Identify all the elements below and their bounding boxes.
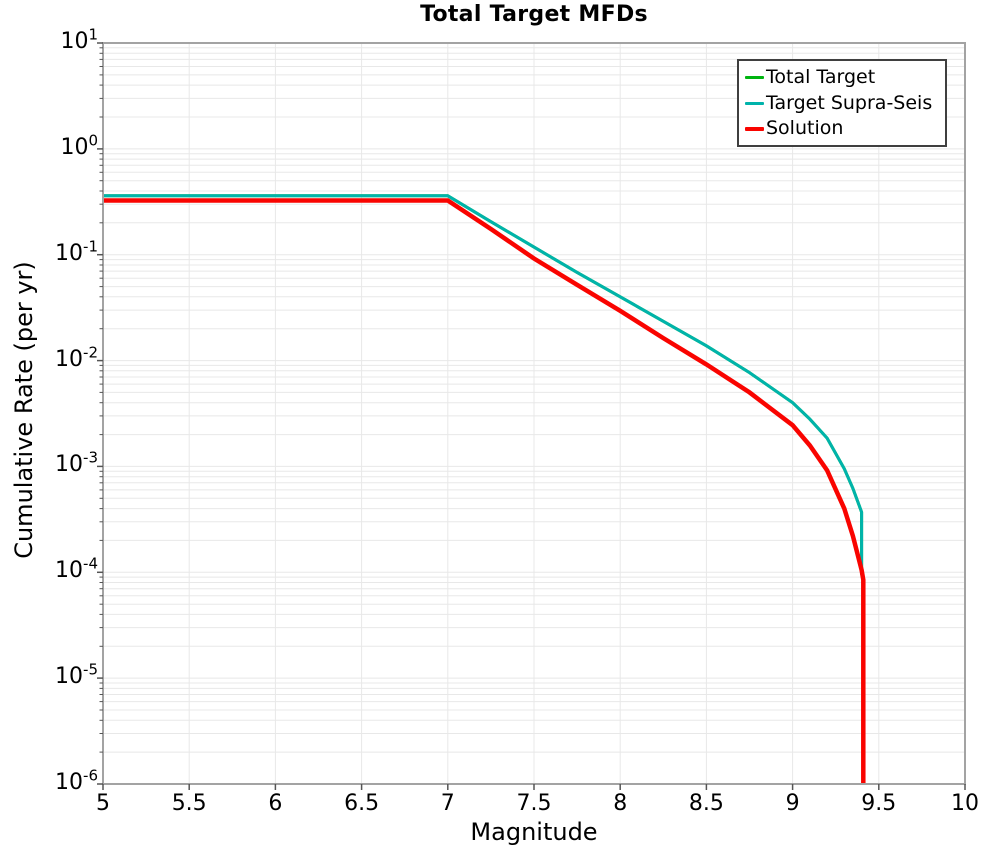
- y-tick-label: 101: [60, 25, 98, 54]
- y-tick-label: 10-3: [55, 449, 98, 478]
- chart-title: Total Target MFDs: [420, 2, 648, 27]
- y-axis-label: Cumulative Rate (per yr): [10, 261, 38, 559]
- y-tick-label: 10-2: [55, 343, 98, 372]
- x-tick-label: 8.5: [688, 791, 724, 816]
- y-tick-label: 10-6: [55, 766, 98, 795]
- legend-item-label: Solution: [766, 117, 844, 140]
- x-tick-label: 7: [440, 791, 455, 816]
- legend: Total Target Target Supra-Seis Solution: [737, 59, 947, 147]
- legend-line-swatch: [745, 126, 764, 131]
- legend-line-swatch: [745, 101, 764, 105]
- x-tick-label: 10: [951, 791, 979, 816]
- x-tick-label: 5.5: [171, 791, 207, 816]
- x-tick-label: 6.5: [344, 791, 380, 816]
- x-tick-label: 9: [785, 791, 800, 816]
- y-tick-label: 10-1: [55, 237, 98, 266]
- legend-item: Solution: [745, 119, 945, 138]
- y-tick-label: 100: [60, 131, 98, 160]
- x-tick-label: 8: [613, 791, 628, 816]
- legend-item: Total Target: [745, 65, 945, 88]
- x-tick-label: 9.5: [861, 791, 897, 816]
- legend-item-label: Total Target: [766, 65, 876, 88]
- legend-line-swatch: [745, 75, 764, 79]
- x-tick-label: 5: [96, 791, 110, 816]
- x-axis-label: Magnitude: [470, 818, 598, 846]
- x-tick-label: 7.5: [516, 791, 552, 816]
- legend-item-label: Target Supra-Seis: [766, 91, 933, 114]
- legend-item: Target Supra-Seis: [745, 91, 945, 114]
- x-tick-label: 6: [268, 791, 283, 816]
- y-tick-label: 10-5: [55, 660, 98, 690]
- y-tick-label: 10-4: [55, 554, 98, 584]
